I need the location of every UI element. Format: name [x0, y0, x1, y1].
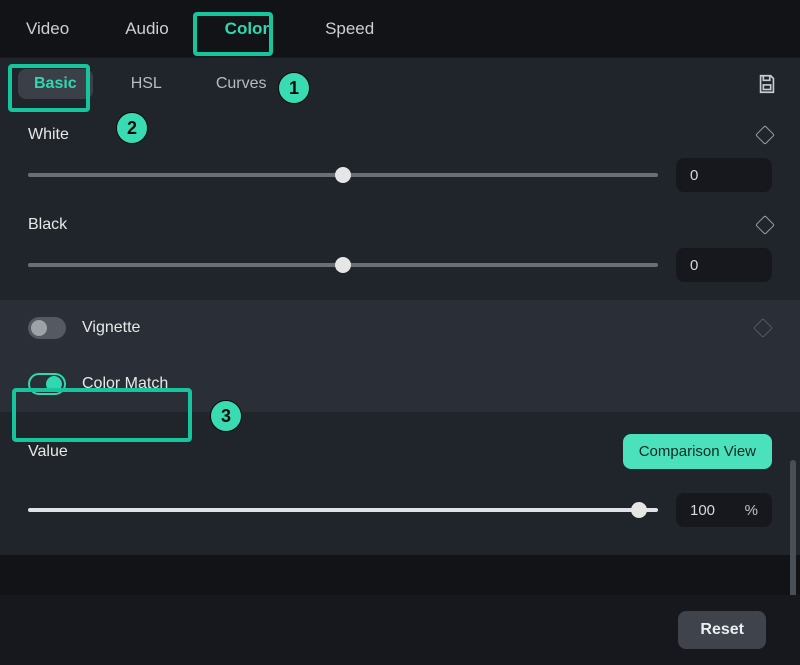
param-white: White 0 [0, 120, 800, 210]
scrollbar[interactable] [790, 460, 796, 600]
tab-speed[interactable]: Speed [309, 13, 390, 45]
main-tabs: Video Audio Color Speed [0, 0, 800, 58]
keyframe-icon[interactable] [755, 215, 775, 235]
value-slider[interactable] [28, 508, 658, 512]
comparison-view-button[interactable]: Comparison View [623, 434, 772, 469]
tab-audio[interactable]: Audio [109, 13, 184, 45]
colormatch-label: Color Match [82, 375, 168, 393]
value-section: Value Comparison View 100 % [0, 412, 800, 555]
subtab-curves[interactable]: Curves [200, 69, 283, 99]
black-value[interactable]: 0 [676, 248, 772, 282]
vignette-row: Vignette [0, 300, 800, 356]
white-slider[interactable] [28, 173, 658, 177]
white-value[interactable]: 0 [676, 158, 772, 192]
reset-button[interactable]: Reset [678, 611, 766, 649]
colormatch-toggle[interactable] [28, 373, 66, 395]
basic-panel: White 0 Black 0 [0, 110, 800, 300]
tab-video[interactable]: Video [10, 13, 85, 45]
sub-tabs: Basic HSL Curves [0, 58, 800, 110]
white-label: White [28, 126, 69, 144]
keyframe-icon[interactable] [755, 125, 775, 145]
value-slider-thumb[interactable] [631, 502, 647, 518]
white-slider-thumb[interactable] [335, 167, 351, 183]
black-slider[interactable] [28, 263, 658, 267]
save-preset-icon[interactable] [756, 73, 778, 95]
colormatch-row: Color Match [0, 356, 800, 412]
value-label: Value [28, 443, 68, 461]
black-label: Black [28, 216, 67, 234]
subtab-basic[interactable]: Basic [18, 69, 93, 99]
black-slider-thumb[interactable] [335, 257, 351, 273]
tab-color[interactable]: Color [209, 13, 285, 45]
value-value[interactable]: 100 % [676, 493, 772, 527]
keyframe-icon[interactable] [753, 318, 773, 338]
param-black: Black 0 [0, 210, 800, 300]
vignette-label: Vignette [82, 319, 140, 337]
footer: Reset [0, 595, 800, 665]
vignette-toggle[interactable] [28, 317, 66, 339]
subtab-hsl[interactable]: HSL [115, 69, 178, 99]
